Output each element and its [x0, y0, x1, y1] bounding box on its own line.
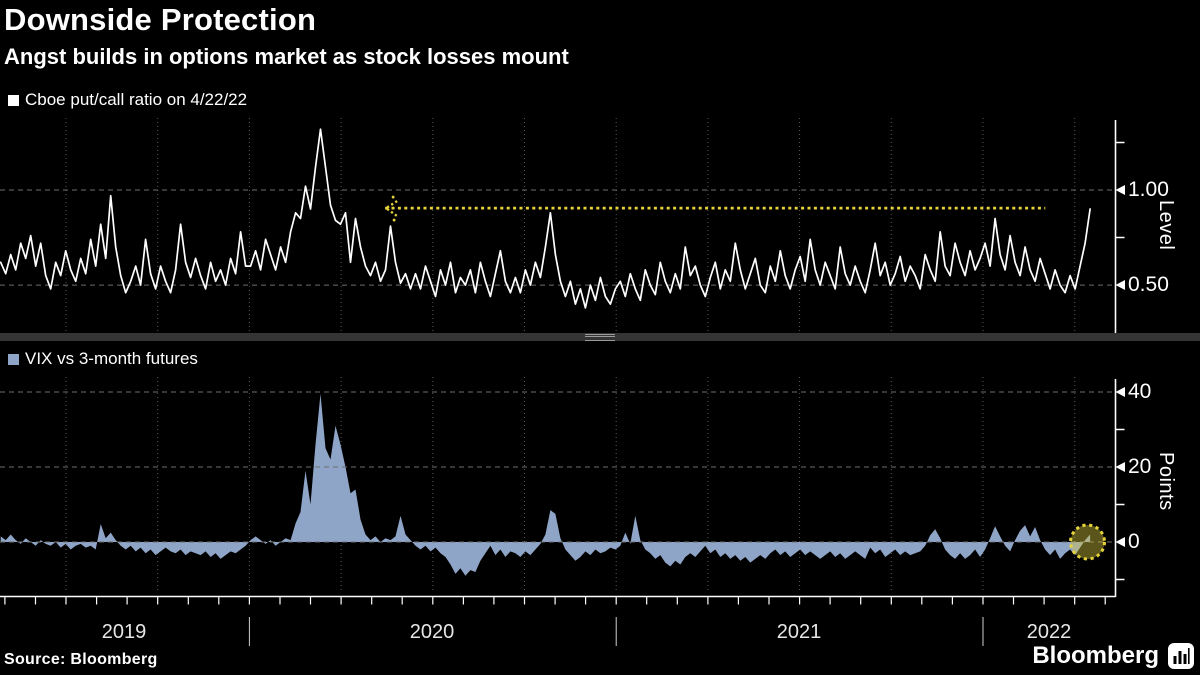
bloomberg-logo: Bloomberg [1032, 642, 1194, 670]
y-axis-title-level: Level [1155, 200, 1177, 251]
legend-put-call-ratio: Cboe put/call ratio on 4/22/22 [8, 90, 247, 110]
legend-vix-futures: VIX vs 3-month futures [8, 349, 198, 369]
ytick-bottom-0: 0 [1128, 530, 1140, 553]
page-title: Downside Protection [4, 2, 317, 37]
xtick-2019: 2019 [101, 621, 147, 643]
legend-put-call-label: Cboe put/call ratio on 4/22/22 [25, 90, 248, 109]
xtick-2020: 2020 [409, 621, 455, 643]
legend-vix-label: VIX vs 3-month futures [25, 349, 198, 368]
xtick-2022: 2022 [1026, 621, 1072, 643]
ytick-top-1.00: 1.00 [1128, 178, 1169, 201]
y-axis-title-points: Points [1155, 452, 1177, 511]
ytick-bottom-20: 20 [1128, 455, 1152, 478]
xtick-2021: 2021 [776, 621, 822, 643]
ytick-top-0.50: 0.50 [1128, 273, 1169, 296]
panel-divider-drag-handle[interactable] [585, 334, 615, 341]
legend-swatch-white-square [8, 94, 19, 106]
panel-divider [0, 333, 1200, 341]
ytick-bottom-40: 40 [1128, 380, 1152, 403]
page-subtitle: Angst builds in options market as stock … [4, 44, 569, 69]
bloomberg-logo-chart-icon [1168, 643, 1194, 669]
bloomberg-logo-text: Bloomberg [1032, 642, 1159, 669]
legend-swatch-blue-square [8, 353, 19, 365]
source-attribution: Source: Bloomberg [4, 651, 158, 668]
